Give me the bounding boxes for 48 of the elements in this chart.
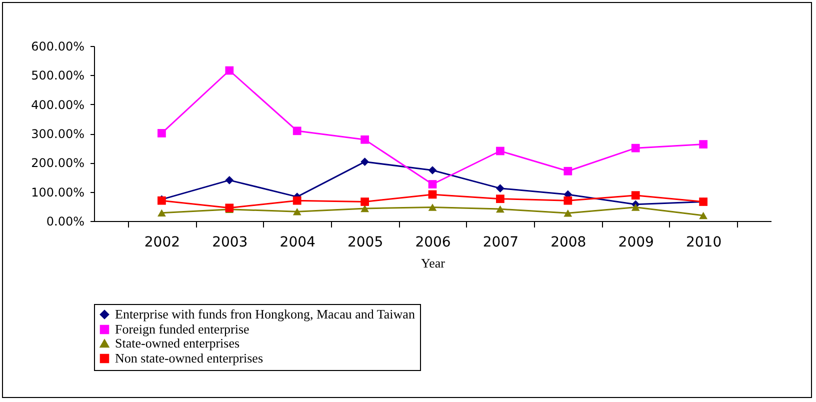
x-tick-label: 2004 bbox=[280, 234, 316, 250]
y-tick-label: 500.00% bbox=[31, 68, 84, 83]
point bbox=[360, 135, 369, 144]
point bbox=[292, 208, 302, 216]
x-axis-title: Year bbox=[421, 256, 446, 270]
point bbox=[428, 180, 437, 188]
point bbox=[699, 140, 708, 148]
point bbox=[631, 191, 640, 200]
point bbox=[564, 210, 572, 217]
point bbox=[496, 184, 504, 193]
point bbox=[496, 205, 504, 213]
x-tick-label: 2005 bbox=[347, 234, 384, 250]
point bbox=[496, 146, 504, 156]
point bbox=[225, 66, 234, 75]
y-tick-label: 300.00% bbox=[31, 127, 84, 141]
point bbox=[360, 204, 369, 212]
legend-label: Foreign funded enterprise bbox=[115, 322, 250, 336]
point bbox=[428, 166, 437, 174]
point bbox=[631, 144, 640, 152]
point bbox=[428, 190, 437, 199]
point bbox=[360, 198, 369, 206]
point bbox=[158, 129, 166, 138]
point bbox=[428, 204, 437, 211]
y-tick-label: 100.00% bbox=[31, 185, 84, 200]
x-tick-label: 2010 bbox=[686, 234, 722, 250]
x-tick-label: 2002 bbox=[144, 234, 180, 250]
legend-label: Enterprise with funds fron Hongkong, Macau and Taiwan bbox=[115, 306, 416, 322]
x-tick-label: 2003 bbox=[212, 234, 248, 250]
legend-label: Non state-owned enterprises bbox=[115, 350, 264, 366]
point bbox=[292, 196, 302, 205]
point bbox=[564, 196, 572, 205]
point bbox=[225, 176, 234, 184]
point bbox=[496, 194, 504, 204]
y-tick-label: 0.00% bbox=[46, 214, 84, 228]
point bbox=[699, 212, 708, 220]
x-tick-label: 2006 bbox=[415, 234, 451, 250]
x-tick-label: 2007 bbox=[482, 234, 519, 250]
y-tick-label: 200.00% bbox=[31, 156, 84, 170]
point bbox=[564, 166, 572, 176]
point bbox=[631, 204, 640, 211]
x-tick-label: 2009 bbox=[618, 234, 654, 250]
legend-label: State-owned enterprises bbox=[115, 336, 240, 350]
point bbox=[158, 209, 166, 216]
point bbox=[360, 158, 369, 166]
x-tick-label: 2008 bbox=[550, 234, 586, 250]
point bbox=[292, 126, 302, 136]
y-tick-label: 400.00% bbox=[31, 98, 84, 112]
y-tick-label: 600.00% bbox=[31, 40, 84, 54]
